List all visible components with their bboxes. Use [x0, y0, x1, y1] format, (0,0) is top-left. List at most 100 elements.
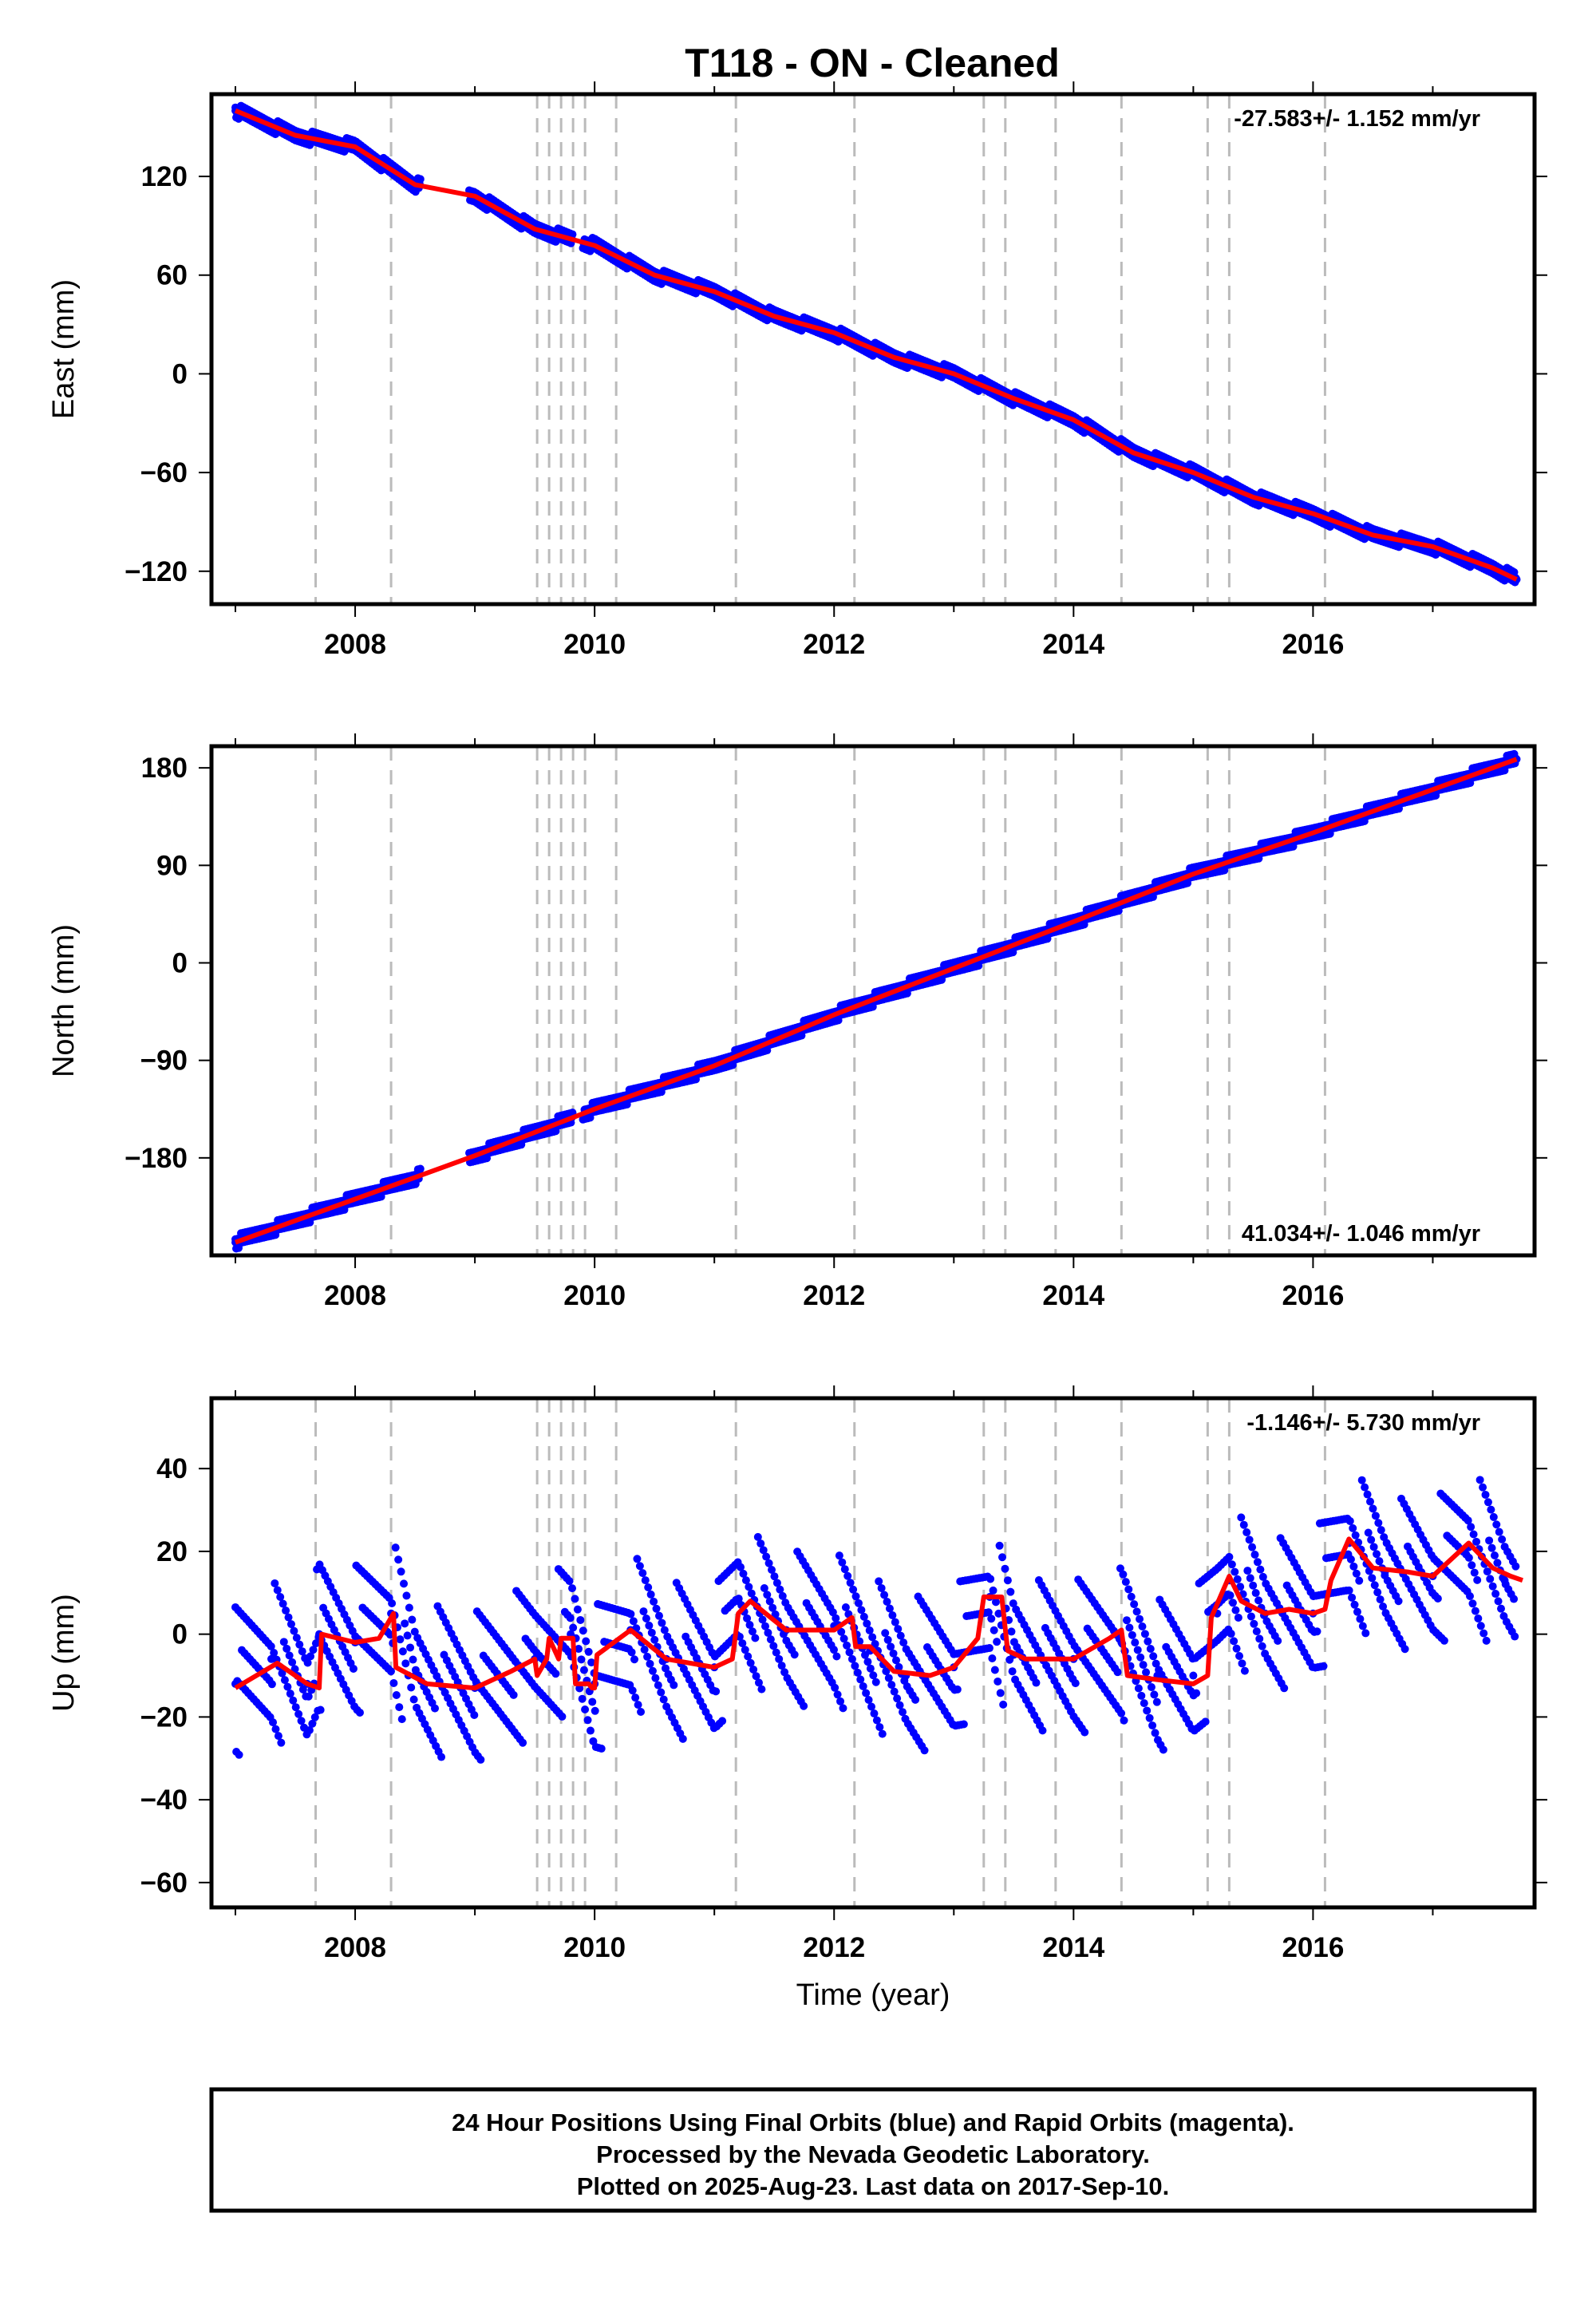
data-point [745, 1621, 754, 1630]
data-point [1511, 1632, 1519, 1641]
data-point [987, 1614, 996, 1623]
data-point [1369, 1543, 1378, 1551]
data-point [1239, 1520, 1248, 1529]
y-tick-label: −20 [140, 1701, 188, 1733]
data-point [579, 1626, 587, 1635]
data-point [575, 1684, 584, 1693]
data-point [1487, 1543, 1496, 1552]
data-point [1201, 1717, 1210, 1726]
data-point [1192, 1689, 1201, 1697]
data-point [872, 1716, 881, 1725]
data-point [749, 1665, 758, 1674]
data-point [838, 1558, 847, 1567]
data-point [1349, 1524, 1357, 1532]
data-point [639, 1607, 648, 1616]
footer-line-3: Plotted on 2025-Aug-23. Last data on 201… [577, 2172, 1169, 2200]
data-point [896, 1631, 905, 1640]
data-point [1485, 1536, 1494, 1545]
data-point [831, 1683, 839, 1692]
data-point [836, 1697, 845, 1705]
data-point [741, 1576, 750, 1585]
y-tick-label: −60 [140, 457, 188, 488]
data-point [832, 1614, 840, 1622]
data-point [1124, 1585, 1133, 1594]
data-point [270, 1649, 279, 1658]
data-point [1246, 1574, 1254, 1583]
data-point [1252, 1627, 1261, 1636]
data-point [998, 1553, 1007, 1562]
plot-frame [209, 92, 1537, 607]
data-point [386, 1667, 395, 1676]
data-point [1006, 1587, 1015, 1596]
data-point [1496, 1604, 1505, 1613]
data-point [1230, 1637, 1238, 1646]
data-point [310, 1713, 319, 1721]
data-point [1373, 1550, 1381, 1559]
data-point [1251, 1589, 1260, 1598]
data-point [582, 1637, 591, 1646]
data-layer [231, 749, 1521, 1253]
data-point [1142, 1668, 1151, 1677]
data-point [895, 1701, 904, 1709]
data-layer [231, 101, 1521, 587]
data-point [437, 1753, 446, 1761]
data-point [877, 1583, 886, 1592]
data-point [279, 1599, 287, 1608]
data-point [568, 230, 577, 239]
data-point [1240, 1666, 1249, 1675]
figure-title: T118 - ON - Cleaned [685, 41, 1060, 85]
data-point [304, 1692, 313, 1701]
footer-box: 24 Hour Positions Using Final Orbits (bl… [209, 2087, 1537, 2213]
data-point [269, 1718, 278, 1727]
data-point [1486, 1575, 1495, 1583]
data-point [294, 1709, 303, 1718]
data-point [277, 1738, 286, 1747]
y-tick-label: 90 [156, 850, 188, 881]
data-point [650, 1635, 659, 1644]
data-point [989, 1586, 998, 1595]
data-point [642, 1614, 650, 1622]
data-point [278, 1669, 286, 1678]
data-point [284, 1613, 293, 1622]
data-point [849, 1585, 858, 1594]
data-point [235, 1750, 243, 1759]
data-point [1080, 1728, 1089, 1737]
data-point [396, 1635, 405, 1644]
x-tick-label: 2016 [1282, 1932, 1344, 1963]
data-point [280, 1676, 289, 1685]
data-point [1231, 1567, 1239, 1576]
y-tick-label: 120 [141, 161, 188, 192]
x-tick-label: 2012 [803, 1280, 865, 1311]
data-point [1128, 1630, 1136, 1639]
y-tick-label: 60 [156, 260, 188, 291]
data-point [1008, 1667, 1017, 1676]
data-point [1472, 1537, 1481, 1546]
data-point [988, 1654, 997, 1663]
data-point [1473, 1575, 1482, 1584]
y-tick-label: 0 [172, 1619, 188, 1650]
data-point [643, 1652, 652, 1661]
data-point [1471, 1607, 1479, 1615]
data-point [887, 1642, 895, 1651]
data-point [763, 1591, 772, 1599]
data-point [1481, 1490, 1490, 1499]
data-point [1238, 1659, 1246, 1668]
y-tick-label: 20 [156, 1536, 188, 1567]
data-point [843, 1641, 851, 1650]
data-point [631, 1694, 640, 1702]
data-point [1137, 1691, 1146, 1700]
data-layer [231, 1476, 1523, 1764]
data-point [880, 1591, 889, 1599]
data-point [661, 1664, 670, 1673]
data-point [267, 1680, 276, 1689]
data-point [766, 1635, 775, 1644]
data-point [1127, 1592, 1136, 1601]
data-point [1133, 1646, 1142, 1654]
data-point [431, 1704, 440, 1713]
data-point [862, 1689, 871, 1697]
data-point [882, 1667, 891, 1676]
data-point [1225, 1552, 1234, 1561]
data-point [1510, 1595, 1519, 1603]
data-point [630, 1655, 639, 1664]
